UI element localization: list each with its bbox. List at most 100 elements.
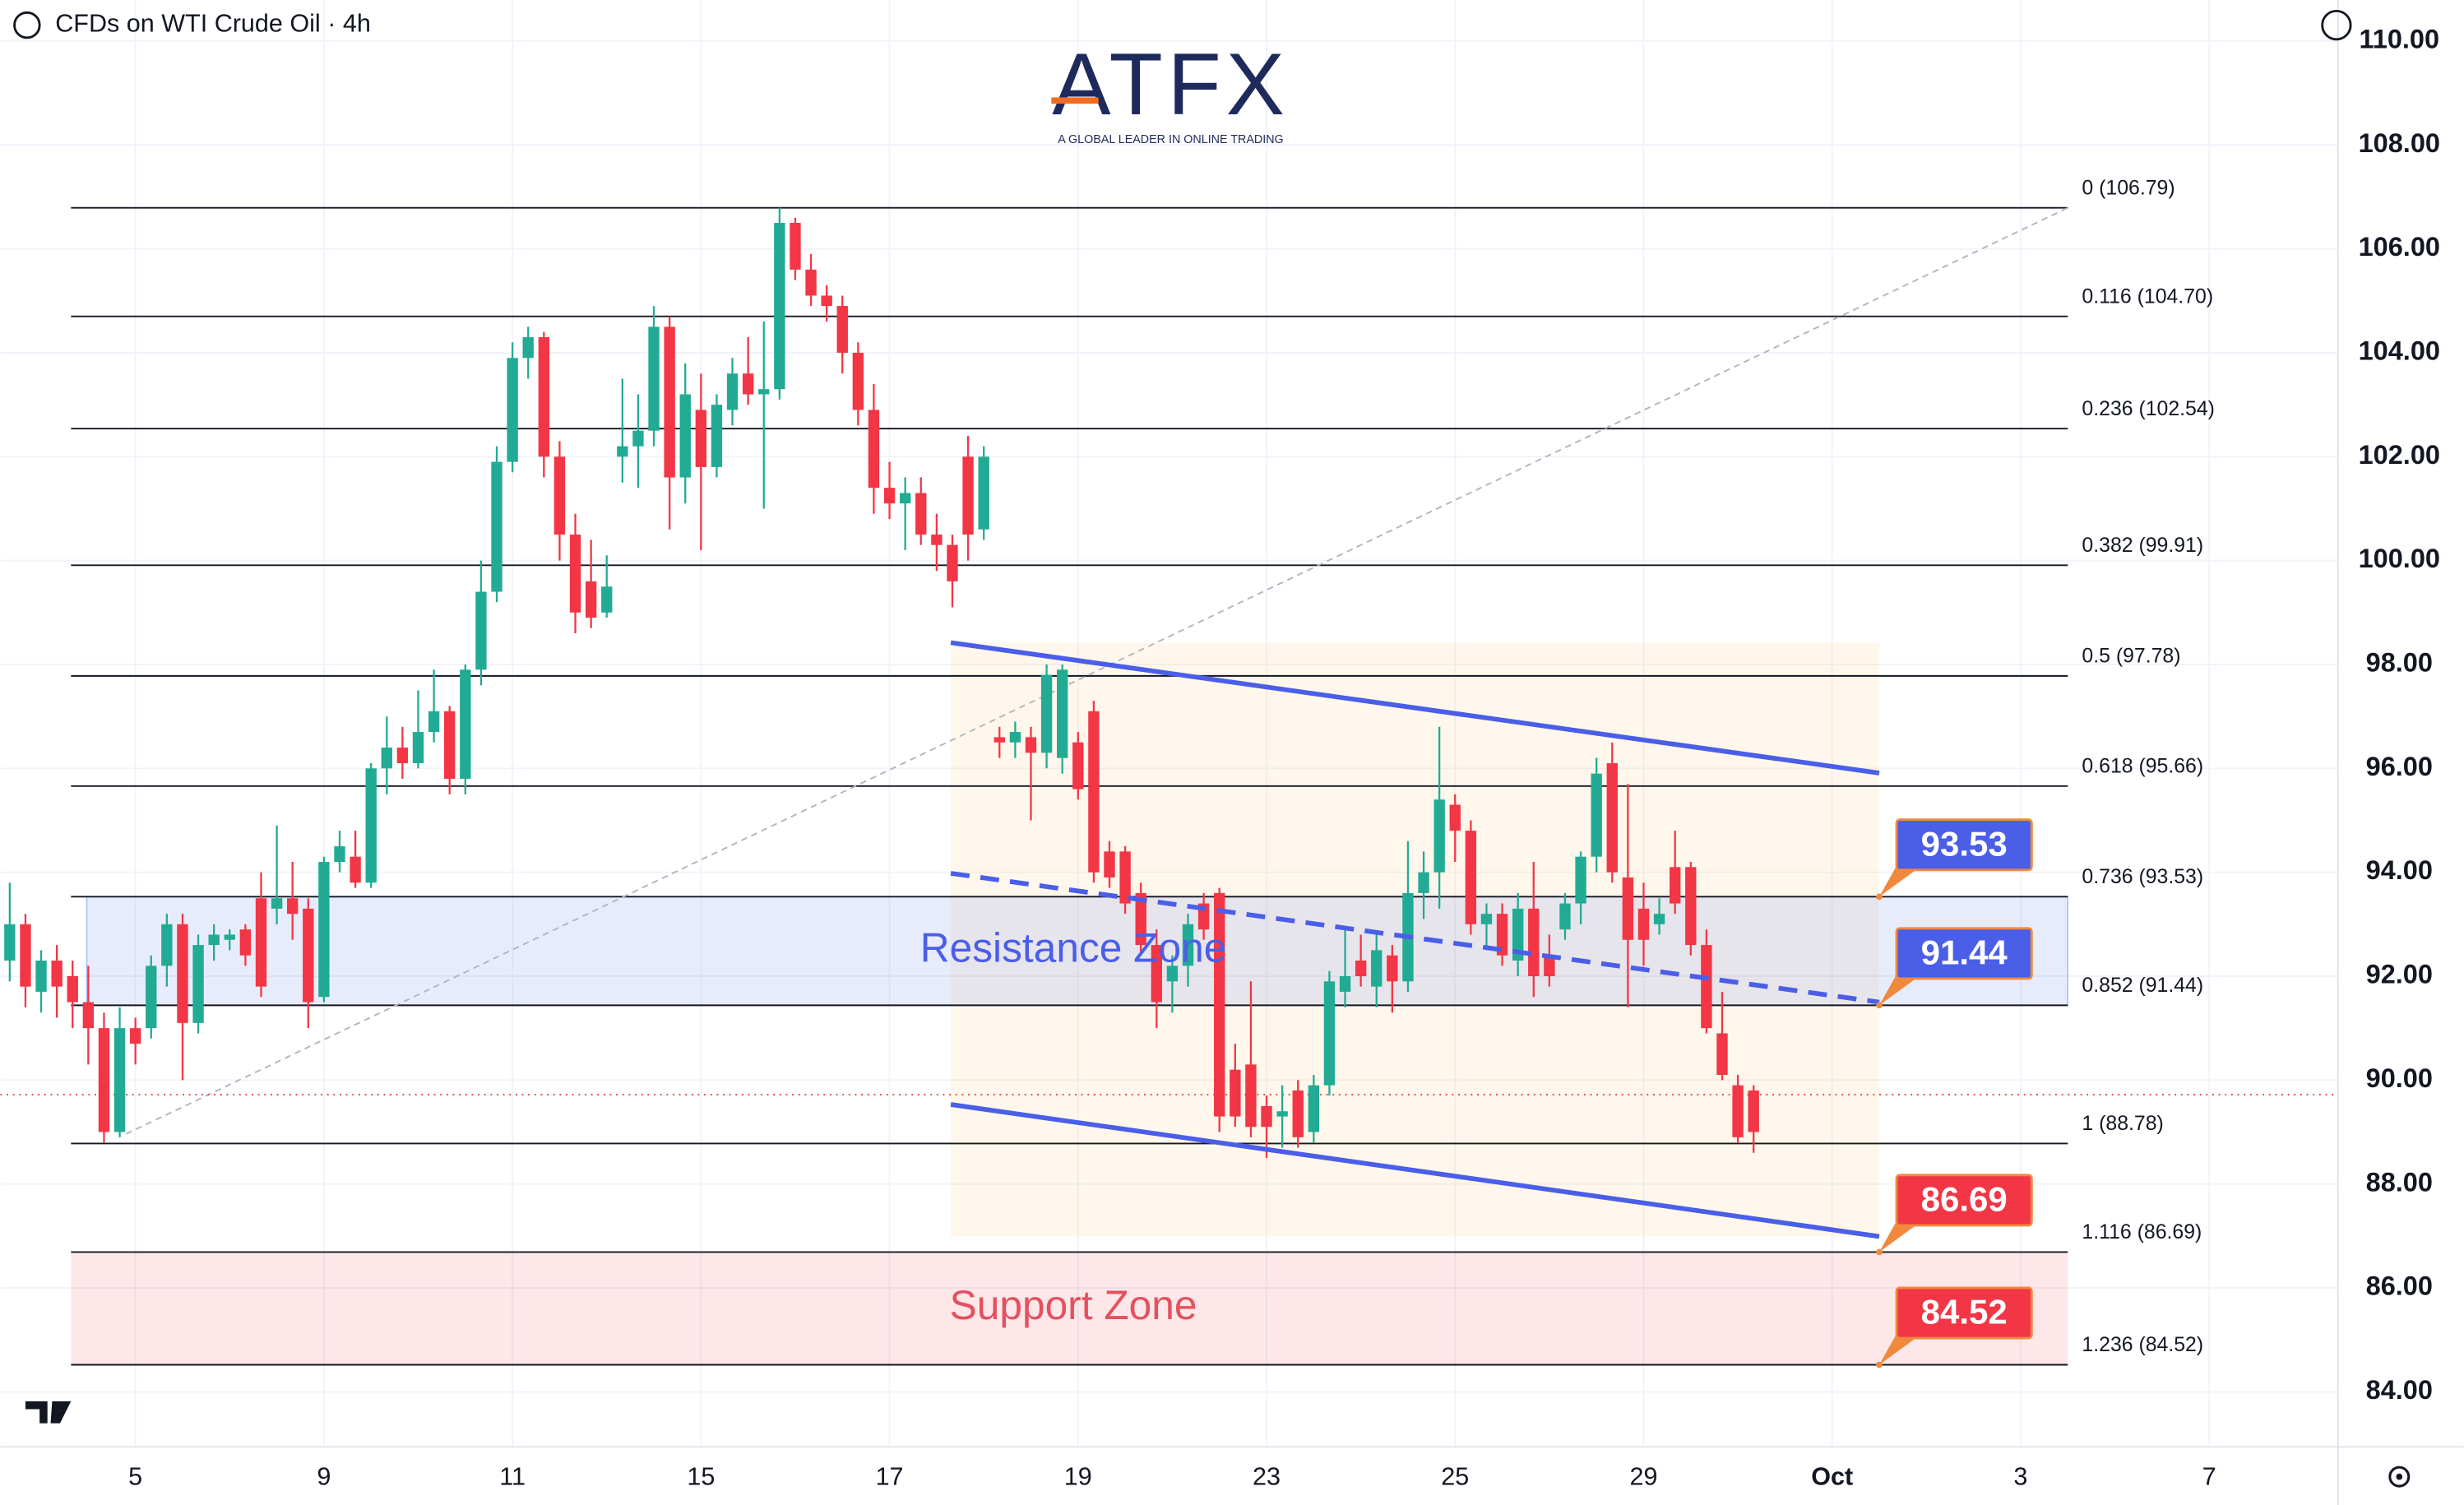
candle-body <box>1637 908 1650 940</box>
y-tick-label: 84.00 <box>2366 1375 2433 1405</box>
candle-body <box>978 456 989 530</box>
channel-upper <box>950 640 1880 776</box>
x-tick-label: 15 <box>687 1463 715 1491</box>
x-tick-label: 29 <box>1629 1463 1657 1491</box>
candle-body <box>334 846 345 863</box>
callout-anchor <box>1876 1002 1883 1009</box>
channel-lower <box>950 1102 1880 1239</box>
logo-tagline: A GLOBAL LEADER IN ONLINE TRADING <box>1058 133 1283 146</box>
candle-body <box>428 711 440 733</box>
y-tick-label: 104.00 <box>2359 336 2440 366</box>
axis-settings-icon[interactable] <box>2388 1466 2411 1488</box>
candle-body <box>1151 945 1162 1003</box>
fib-label: 0 (106.79) <box>2082 177 2175 199</box>
candle-body <box>553 456 566 535</box>
candle-body <box>412 732 424 763</box>
x-tick-label: 17 <box>876 1463 904 1491</box>
candle-body <box>1606 762 1618 873</box>
fib-label: 1 (88.78) <box>2082 1113 2163 1135</box>
candle-body <box>1119 851 1131 904</box>
zone-label: Resistance Zone <box>920 924 1227 970</box>
fib-label: 1.236 (84.52) <box>2082 1334 2203 1356</box>
candle-body <box>1072 742 1084 790</box>
channel-middle <box>950 871 1880 1005</box>
candle-body <box>1591 773 1602 857</box>
candle-body <box>1355 961 1367 976</box>
fib-label: 0.852 (91.44) <box>2082 975 2203 997</box>
x-tick-label: Oct <box>1811 1463 1853 1491</box>
candle-body <box>1276 1111 1288 1117</box>
callout-box <box>1895 818 2033 872</box>
candle-body <box>1732 1085 1744 1137</box>
candle-body <box>35 961 47 992</box>
fib-trend-line <box>125 206 2068 1135</box>
y-tick-label: 108.00 <box>2359 128 2440 158</box>
candle-body <box>1308 1085 1320 1132</box>
candle-body <box>1371 950 1383 987</box>
candle-body <box>1559 903 1571 930</box>
y-tick-label: 110.00 <box>2360 24 2440 53</box>
candle-body <box>632 430 644 447</box>
candle-body <box>1528 908 1540 976</box>
candle-body <box>852 352 864 410</box>
candle-body <box>1182 924 1194 966</box>
candle-body <box>129 1028 141 1044</box>
channel-area <box>951 642 1880 1237</box>
candle-body <box>239 929 252 956</box>
candle-body <box>915 493 927 535</box>
fib-label: 0.116 (104.70) <box>2082 285 2213 308</box>
candle-body <box>758 389 770 395</box>
candle-body <box>931 535 943 545</box>
y-tick-label: 92.00 <box>2366 960 2433 989</box>
zone-label: Support Zone <box>950 1282 1197 1328</box>
candle-body <box>113 1028 126 1132</box>
zone <box>71 1252 2068 1365</box>
candle-body <box>1669 867 1681 904</box>
settings-icon[interactable] <box>2321 9 2352 41</box>
candle-body <box>98 1028 110 1132</box>
candles <box>4 207 1759 1159</box>
x-tick-label: 19 <box>1064 1463 1092 1491</box>
candle-body <box>444 711 456 779</box>
candle-body <box>67 975 78 1003</box>
candle-body <box>1748 1090 1759 1132</box>
candle-body <box>507 358 518 462</box>
candle-body <box>224 934 235 940</box>
candle-body <box>569 535 581 613</box>
candle-body <box>1339 975 1351 992</box>
candle-body <box>192 945 204 1023</box>
candle-body <box>821 295 832 307</box>
candle-body <box>601 586 613 613</box>
logo-accent <box>1051 97 1099 104</box>
candle-body <box>146 966 157 1029</box>
candle-body <box>161 924 173 966</box>
y-tick-label: 88.00 <box>2366 1167 2433 1197</box>
candle-body <box>1214 892 1225 1117</box>
symbol-icon[interactable] <box>13 11 41 39</box>
fib-label: 0.5 (97.78) <box>2082 645 2180 667</box>
candle-body <box>318 862 330 998</box>
candle-body <box>208 934 220 946</box>
candle-body <box>947 544 958 581</box>
candle-body <box>1433 799 1445 873</box>
candle-body <box>1135 892 1146 946</box>
candle-body <box>1040 674 1053 753</box>
candle-body <box>679 394 691 478</box>
candle-body <box>774 223 785 390</box>
callout-box <box>1895 1174 2033 1227</box>
fib-label: 1.116 (86.69) <box>2082 1221 2202 1243</box>
candle-body <box>51 961 63 987</box>
candle-body <box>1465 831 1477 924</box>
y-tick-label: 90.00 <box>2366 1063 2433 1093</box>
candle-body <box>664 326 675 478</box>
candle-body <box>20 924 31 987</box>
candle-body <box>491 461 503 592</box>
candle-body <box>805 269 817 296</box>
y-tick-label: 106.00 <box>2359 232 2440 262</box>
candle-body <box>836 306 848 353</box>
candle-body <box>726 373 739 410</box>
candle-body <box>271 898 283 909</box>
